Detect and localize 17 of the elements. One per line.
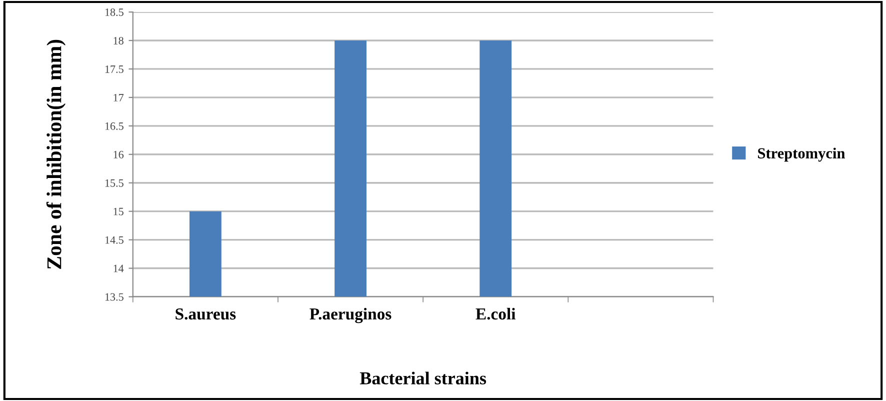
y-tick-label: 15 [114,208,124,216]
y-tick-label: 16 [114,150,124,158]
x-axis-title: Bacterial strains [360,372,486,384]
y-tick-label: 13.5 [105,293,124,301]
y-tick-label: 17.5 [105,65,124,73]
x-tick-label: E.coli [476,308,516,320]
x-tick-label: S.aureus [176,308,236,320]
y-tick-label: 18 [114,36,124,44]
y-tick-label: 18.5 [105,8,124,16]
y-tick-label: 14 [114,264,124,272]
y-axis-title: Zone of inhibition(in mm) [46,40,66,269]
x-tick-label: P.aeruginos [310,308,392,324]
y-tick-label: 14.5 [105,236,124,244]
y-tick-label: 16.5 [105,122,124,130]
y-tick-label: 17 [114,94,124,102]
y-tick-label: 15.5 [105,179,124,187]
legend-label: Streptomycin [758,148,845,162]
